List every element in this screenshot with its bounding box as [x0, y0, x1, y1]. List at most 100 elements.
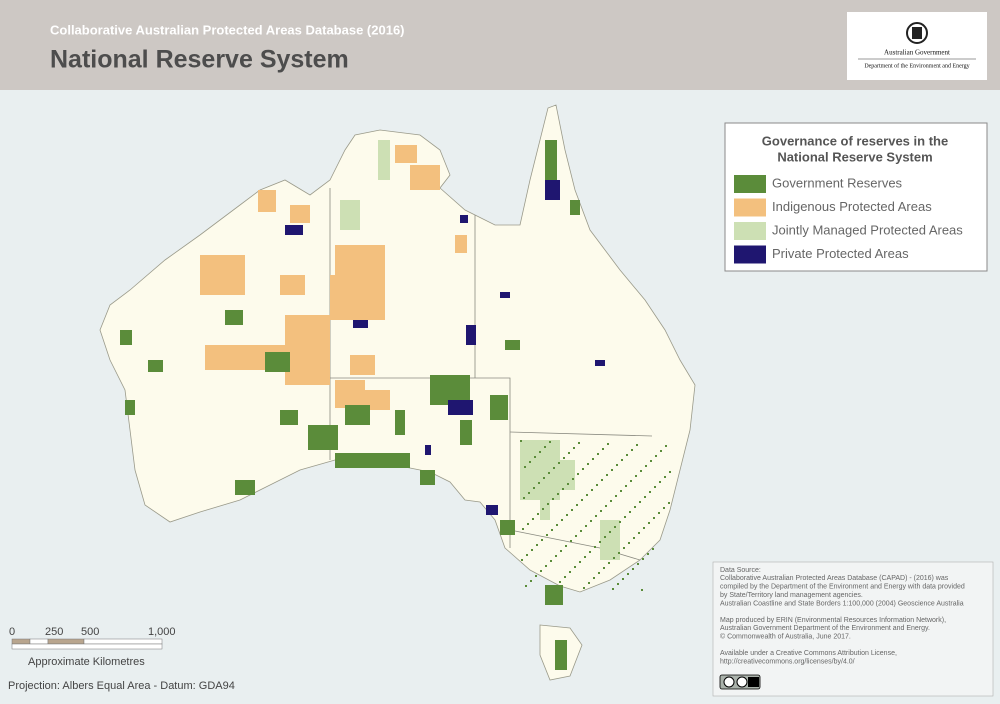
reserve-speck	[627, 573, 629, 575]
reserve-speck	[583, 587, 585, 589]
reserve-speck	[631, 449, 633, 451]
reserve-patch	[148, 360, 163, 372]
reserve-speck	[650, 460, 652, 462]
reserve-speck	[635, 475, 637, 477]
reserves	[120, 140, 671, 670]
reserve-patch	[520, 440, 560, 500]
scale-bar: 0 250 500 1,000 Approximate Kilometres	[9, 626, 176, 668]
reserve-speck	[542, 508, 544, 510]
reserve-speck	[589, 551, 591, 553]
reserve-speck	[607, 443, 609, 445]
reserve-patch	[490, 395, 508, 420]
cc-badge	[719, 674, 761, 690]
reserve-speck	[553, 467, 555, 469]
reserve-speck	[588, 582, 590, 584]
reserve-speck	[584, 556, 586, 558]
reserve-speck	[648, 522, 650, 524]
reserve-speck	[566, 514, 568, 516]
reserve-patch	[285, 225, 303, 235]
reserve-speck	[602, 448, 604, 450]
reserve-speck	[600, 510, 602, 512]
reserve-speck	[664, 476, 666, 478]
reserve-speck	[558, 462, 560, 464]
reserve-patch	[545, 585, 563, 605]
reserve-speck	[643, 527, 645, 529]
reserve-patch	[545, 180, 560, 200]
reserve-speck	[632, 568, 634, 570]
reserve-patch	[455, 235, 467, 253]
reserve-speck	[586, 494, 588, 496]
reserve-speck	[612, 588, 614, 590]
legend-swatch	[734, 175, 766, 193]
reserve-speck	[544, 446, 546, 448]
scale-segment	[11, 643, 163, 650]
reserve-patch	[500, 292, 510, 298]
reserve-speck	[642, 558, 644, 560]
reserve-patch	[308, 425, 338, 450]
legend-swatch	[734, 198, 766, 217]
source-line: © Commonwealth of Australia, June 2017.	[720, 633, 851, 641]
reserve-patch	[420, 470, 435, 485]
reserve-patch	[448, 400, 473, 415]
reserve-speck	[640, 470, 642, 472]
logo-line1: Australian Government	[884, 49, 950, 57]
reserve-patch	[265, 352, 290, 372]
reserve-patch	[235, 480, 255, 495]
reserve-patch	[280, 275, 305, 295]
scale-label: 250	[45, 626, 63, 638]
reserve-speck	[601, 479, 603, 481]
reserve-speck	[663, 507, 665, 509]
header-band	[0, 0, 1000, 90]
reserve-speck	[536, 544, 538, 546]
reserve-speck	[639, 501, 641, 503]
reserve-speck	[649, 491, 651, 493]
reserve-speck	[537, 513, 539, 515]
reserve-speck	[669, 471, 671, 473]
reserve-speck	[665, 445, 667, 447]
reserve-speck	[522, 528, 524, 530]
reserve-speck	[641, 589, 643, 591]
reserve-speck	[660, 450, 662, 452]
legend-title: Governance of reserves in the	[762, 133, 948, 148]
reserve-speck	[532, 518, 534, 520]
reserve-speck	[559, 581, 561, 583]
reserve-speck	[619, 521, 621, 523]
reserve-patch	[365, 390, 390, 410]
reserve-patch	[466, 325, 476, 345]
reserve-speck	[617, 583, 619, 585]
reserve-speck	[562, 488, 564, 490]
reserve-speck	[599, 541, 601, 543]
title: National Reserve System	[50, 46, 349, 74]
reserve-speck	[521, 559, 523, 561]
reserve-speck	[572, 478, 574, 480]
legend-label: Private Protected Areas	[772, 246, 909, 261]
reserve-speck	[546, 534, 548, 536]
source-line: Map produced by ERIN (Environmental Reso…	[720, 617, 946, 624]
reserve-speck	[580, 530, 582, 532]
reserve-patch	[378, 140, 390, 180]
reserve-patch	[395, 410, 405, 435]
reserve-patch	[335, 380, 365, 408]
scale-segment	[29, 638, 49, 645]
reserve-speck	[564, 576, 566, 578]
scale-caption: Approximate Kilometres	[28, 656, 145, 668]
reserve-patch	[395, 145, 417, 163]
reserve-speck	[622, 578, 624, 580]
scale-segment	[83, 638, 163, 645]
scale-segment	[47, 638, 85, 645]
reserve-speck	[576, 504, 578, 506]
reserve-speck	[551, 529, 553, 531]
reserve-speck	[541, 539, 543, 541]
reserve-speck	[625, 485, 627, 487]
reserve-patch	[600, 520, 620, 560]
reserve-speck	[592, 458, 594, 460]
reserve-patch	[353, 320, 368, 328]
reserve-patch	[540, 500, 550, 520]
reserve-speck	[647, 553, 649, 555]
reserve-speck	[618, 552, 620, 554]
reserve-speck	[569, 571, 571, 573]
reserve-speck	[573, 447, 575, 449]
reserve-speck	[578, 442, 580, 444]
reserve-speck	[596, 484, 598, 486]
